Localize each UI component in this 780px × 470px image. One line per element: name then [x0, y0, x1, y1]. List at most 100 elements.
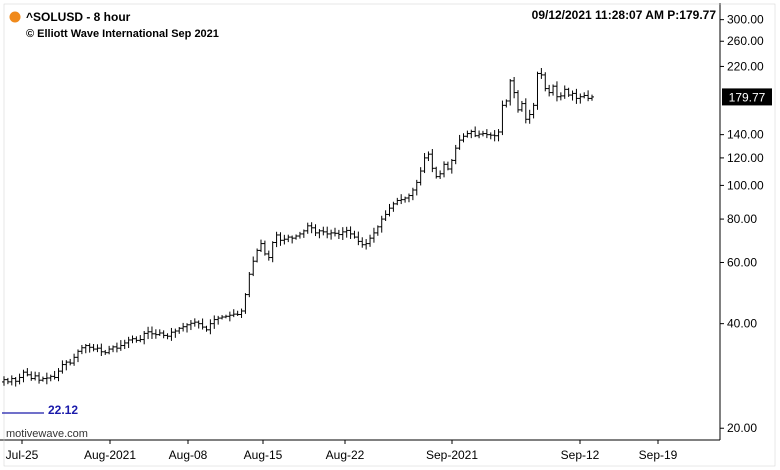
ohlc-bar — [149, 326, 154, 339]
y-tick-label: 40.00 — [727, 317, 757, 331]
ohlc-bar — [40, 376, 45, 382]
ohlc-bar — [449, 158, 454, 174]
ohlc-bar — [562, 85, 567, 99]
x-tick-label: Aug-15 — [244, 448, 283, 462]
ohlc-bar — [317, 229, 322, 239]
ohlc-bar — [590, 94, 594, 101]
ohlc-bar — [181, 322, 186, 332]
ohlc-bar — [461, 133, 466, 143]
y-tick-label: 120.00 — [727, 151, 764, 165]
ohlc-bar — [336, 229, 341, 240]
ohlc-bar — [177, 327, 182, 334]
ohlc-bar — [406, 193, 411, 203]
ohlc-bar — [578, 93, 583, 104]
x-tick-label: Sep-12 — [561, 448, 600, 462]
ohlc-bar — [146, 326, 151, 340]
ohlc-bar — [52, 370, 57, 380]
ohlc-bar — [188, 320, 193, 331]
ohlc-bar — [438, 170, 443, 179]
ohlc-bar — [278, 232, 283, 246]
ohlc-bar — [68, 358, 73, 366]
last-price-tag: 179.77 — [722, 88, 772, 106]
ohlc-bar — [138, 335, 143, 343]
ohlc-bar — [422, 153, 427, 174]
ohlc-bar — [118, 340, 123, 351]
ohlc-bar — [231, 309, 236, 318]
ohlc-bar — [169, 327, 174, 341]
x-tick-label: Aug-2021 — [84, 448, 136, 462]
ohlc-bar — [508, 79, 513, 106]
ohlc-bar — [379, 215, 384, 233]
ohlc-bar — [208, 319, 213, 335]
ohlc-bar — [114, 342, 119, 353]
copyright-text: © Elliott Wave International Sep 2021 — [26, 28, 219, 40]
ohlc-bar — [126, 336, 131, 349]
ohlc-bar — [243, 293, 248, 314]
ohlc-bar — [223, 314, 228, 319]
ohlc-bar — [426, 151, 431, 162]
ohlc-bar — [313, 224, 318, 237]
ohlc-bar — [496, 129, 501, 142]
ohlc-bar — [399, 194, 404, 205]
ohlc-bar — [294, 234, 299, 240]
ohlc-bar — [539, 68, 544, 79]
ohlc-bar — [21, 369, 26, 383]
ohlc-bar — [44, 372, 49, 385]
ohlc-bar — [434, 166, 439, 179]
ohlc-bar — [153, 329, 158, 339]
ohlc-bar — [286, 234, 291, 243]
ohlc-bar — [332, 227, 337, 237]
ohlc-bar — [134, 336, 139, 343]
ohlc-bar — [91, 343, 96, 352]
watermark: motivewave.com — [6, 428, 88, 440]
ohlc-bar — [142, 330, 147, 345]
ohlc-bar — [360, 237, 365, 248]
ohlc-bar — [259, 239, 264, 253]
y-tick-label: 80.00 — [727, 212, 757, 226]
ohlc-bar — [574, 88, 579, 104]
x-axis: Jul-25 Aug-2021 Aug-08 Aug-15 Aug-22 Sep-2021… — [6, 440, 678, 462]
ohlc-bar — [107, 345, 112, 355]
ohlc-bar — [523, 98, 528, 124]
ohlc-bar — [196, 320, 201, 329]
ohlc-bar — [348, 226, 353, 239]
y-tick-label: 140.00 — [727, 128, 764, 142]
ohlc-bar — [352, 230, 357, 239]
ohlc-bar — [527, 109, 532, 124]
ohlc-bar — [430, 149, 435, 173]
ohlc-bar — [519, 100, 524, 112]
ohlc-bar — [554, 81, 559, 102]
ohlc-bar — [212, 315, 217, 329]
ohlc-bar — [551, 84, 556, 96]
ohlc-bar — [465, 130, 470, 138]
ohlc-bar — [64, 360, 69, 371]
ohlc-bar — [157, 329, 162, 336]
ohlc-bar — [418, 167, 423, 186]
ohlc-bar — [60, 360, 65, 374]
ohlc-bar — [305, 222, 310, 234]
ohlc-bar — [48, 374, 53, 382]
ohlc-bar — [25, 368, 30, 377]
ohlc-bar — [5, 377, 10, 385]
ohlc-bar — [531, 102, 536, 119]
ohlc-bar — [395, 197, 400, 206]
ohlc-bar — [122, 339, 127, 350]
ohlc-bar — [473, 126, 478, 138]
ohlc-bar — [29, 371, 34, 381]
y-tick-label: 300.00 — [727, 13, 764, 27]
level-label: 22.12 — [48, 403, 78, 417]
ohlc-bar — [325, 226, 330, 239]
x-tick-label: Aug-22 — [326, 448, 365, 462]
ohlc-bar — [570, 90, 575, 101]
ohlc-bar — [445, 161, 450, 171]
ohlc-bar — [204, 325, 209, 332]
ohlc-bars — [2, 68, 594, 387]
ohlc-bar — [480, 130, 485, 137]
ohlc-bar — [410, 187, 415, 201]
x-tick-label: Sep-2021 — [426, 448, 478, 462]
ohlc-bar — [290, 235, 295, 244]
ohlc-bar — [403, 196, 408, 203]
ohlc-bar — [2, 376, 6, 386]
ohlc-bar — [414, 179, 419, 196]
